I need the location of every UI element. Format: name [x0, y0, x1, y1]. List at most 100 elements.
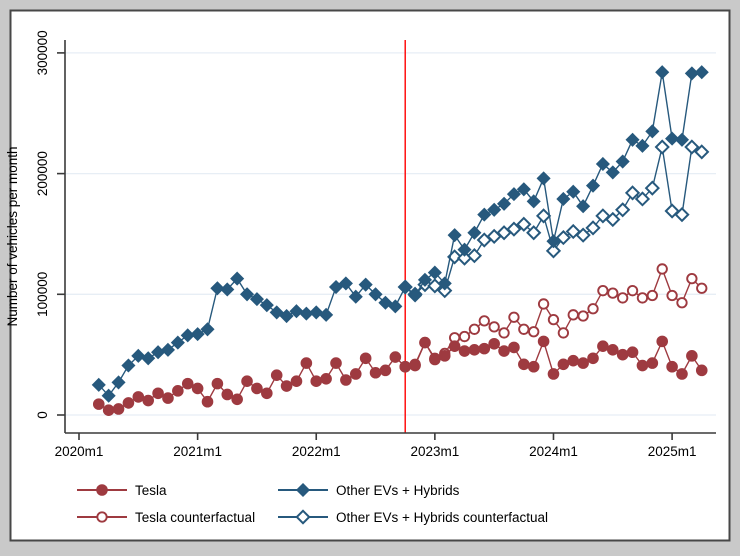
series-marker-circle-solid	[172, 385, 184, 397]
series-marker-diamond-solid	[269, 305, 284, 320]
series-marker-circle-open	[468, 323, 481, 335]
series-marker-diamond-solid	[368, 287, 383, 302]
series-marker-circle-solid	[636, 359, 649, 372]
series-marker-diamond-open	[624, 185, 641, 201]
series-marker-circle-solid	[597, 340, 609, 353]
series-marker-circle-solid	[191, 382, 204, 395]
series-marker-diamond-solid	[665, 131, 680, 146]
series-marker-circle-solid	[498, 345, 510, 357]
series-marker-circle-solid	[438, 350, 451, 362]
series-marker-circle-open	[498, 327, 510, 339]
series-marker-diamond-solid	[635, 138, 650, 153]
series-marker-circle-open	[636, 292, 649, 304]
series-marker-circle-open	[488, 321, 500, 333]
series-marker-circle-open	[666, 289, 678, 302]
series-marker-diamond-solid	[295, 482, 311, 498]
series-marker-circle-open	[528, 326, 540, 338]
series-marker-circle-solid	[557, 358, 570, 371]
series-marker-diamond-solid	[101, 388, 116, 403]
series-marker-diamond-solid	[170, 335, 185, 350]
series-marker-circle-open	[587, 303, 599, 315]
series-marker-diamond-open	[595, 208, 611, 224]
series-marker-diamond-solid	[615, 154, 630, 169]
series-marker-diamond-solid	[625, 132, 640, 147]
series-marker-diamond-solid	[200, 322, 215, 337]
series-marker-circle-solid	[676, 368, 688, 380]
series-marker-circle-open	[676, 297, 688, 309]
y-tick-label: 100000	[35, 272, 50, 317]
series-marker-circle-solid	[488, 337, 500, 350]
series-marker-diamond-solid	[595, 156, 610, 171]
series-marker-circle-solid	[152, 387, 164, 400]
series-marker-circle-solid	[92, 398, 105, 410]
series-marker-diamond-solid	[190, 327, 205, 342]
series-marker-diamond-solid	[437, 276, 452, 291]
series-marker-circle-solid	[132, 391, 145, 403]
series-marker-diamond-solid	[487, 202, 502, 217]
series-marker-circle-solid	[96, 484, 108, 496]
series-marker-diamond-open	[535, 208, 552, 224]
series-marker-circle-solid	[616, 348, 629, 361]
series-marker-circle-open	[478, 315, 490, 327]
series-marker-diamond-open	[684, 139, 700, 155]
series-marker-circle-solid	[399, 360, 412, 373]
series-marker-circle-solid	[508, 341, 520, 354]
series-marker-circle-open	[96, 511, 108, 523]
series-marker-diamond-solid	[645, 124, 660, 139]
series-marker-diamond-open	[526, 225, 542, 241]
series-marker-circle-solid	[626, 346, 639, 359]
series-marker-circle-solid	[389, 351, 402, 363]
series-marker-circle-solid	[448, 340, 461, 353]
series-marker-diamond-open	[644, 180, 660, 196]
series-marker-circle-solid	[656, 335, 669, 348]
series-marker-circle-solid	[606, 344, 619, 356]
series-marker-diamond-solid	[220, 282, 235, 297]
series-marker-diamond-solid	[210, 281, 225, 296]
series-marker-circle-open	[646, 289, 658, 302]
series-marker-circle-solid	[518, 358, 530, 371]
series-marker-circle-solid	[666, 360, 678, 373]
legend-label-Tesla: Tesla	[135, 483, 167, 498]
series-marker-diamond-open	[605, 211, 621, 228]
series-marker-circle-open	[686, 272, 698, 285]
series-marker-circle-solid	[102, 404, 115, 416]
series-marker-circle-solid	[349, 368, 362, 380]
series-marker-diamond-solid	[91, 377, 106, 392]
x-tick-label: 2021m1	[173, 444, 222, 459]
series-marker-circle-solid	[458, 345, 471, 357]
series-marker-circle-solid	[261, 387, 273, 400]
series-marker-diamond-solid	[566, 184, 581, 199]
series-marker-diamond-solid	[467, 225, 482, 240]
series-marker-circle-solid	[112, 403, 125, 415]
series-marker-circle-solid	[320, 372, 332, 385]
series-marker-circle-open	[597, 285, 609, 297]
series-marker-diamond-solid	[319, 307, 334, 322]
x-tick-label: 2023m1	[410, 444, 459, 459]
series-marker-diamond-open	[585, 220, 601, 236]
series-marker-diamond-solid	[546, 234, 561, 249]
series-marker-circle-solid	[310, 375, 323, 388]
series-marker-diamond-open	[615, 202, 631, 218]
series-marker-diamond-solid	[526, 194, 541, 209]
series-marker-circle-solid	[567, 354, 580, 367]
series-marker-circle-solid	[280, 380, 293, 392]
series-marker-circle-solid	[251, 382, 263, 395]
series-marker-circle-solid	[359, 352, 372, 365]
series-marker-diamond-open	[466, 248, 483, 264]
series-marker-circle-open	[577, 310, 589, 322]
series-marker-circle-solid	[300, 357, 313, 369]
series-marker-diamond-solid	[309, 305, 324, 320]
series-marker-diamond-solid	[457, 242, 472, 257]
series-marker-diamond-open	[295, 509, 311, 525]
y-tick-label: 0	[35, 411, 50, 419]
series-marker-diamond-solid	[358, 277, 373, 292]
series-marker-circle-solid	[429, 353, 441, 366]
series-marker-diamond-solid	[417, 272, 433, 287]
series-marker-circle-open	[617, 292, 629, 304]
series-marker-diamond-solid	[506, 187, 521, 202]
series-marker-diamond-open	[674, 207, 690, 223]
series-marker-diamond-solid	[694, 65, 709, 80]
series-marker-diamond-solid	[427, 265, 442, 280]
series-marker-circle-solid	[577, 357, 589, 369]
